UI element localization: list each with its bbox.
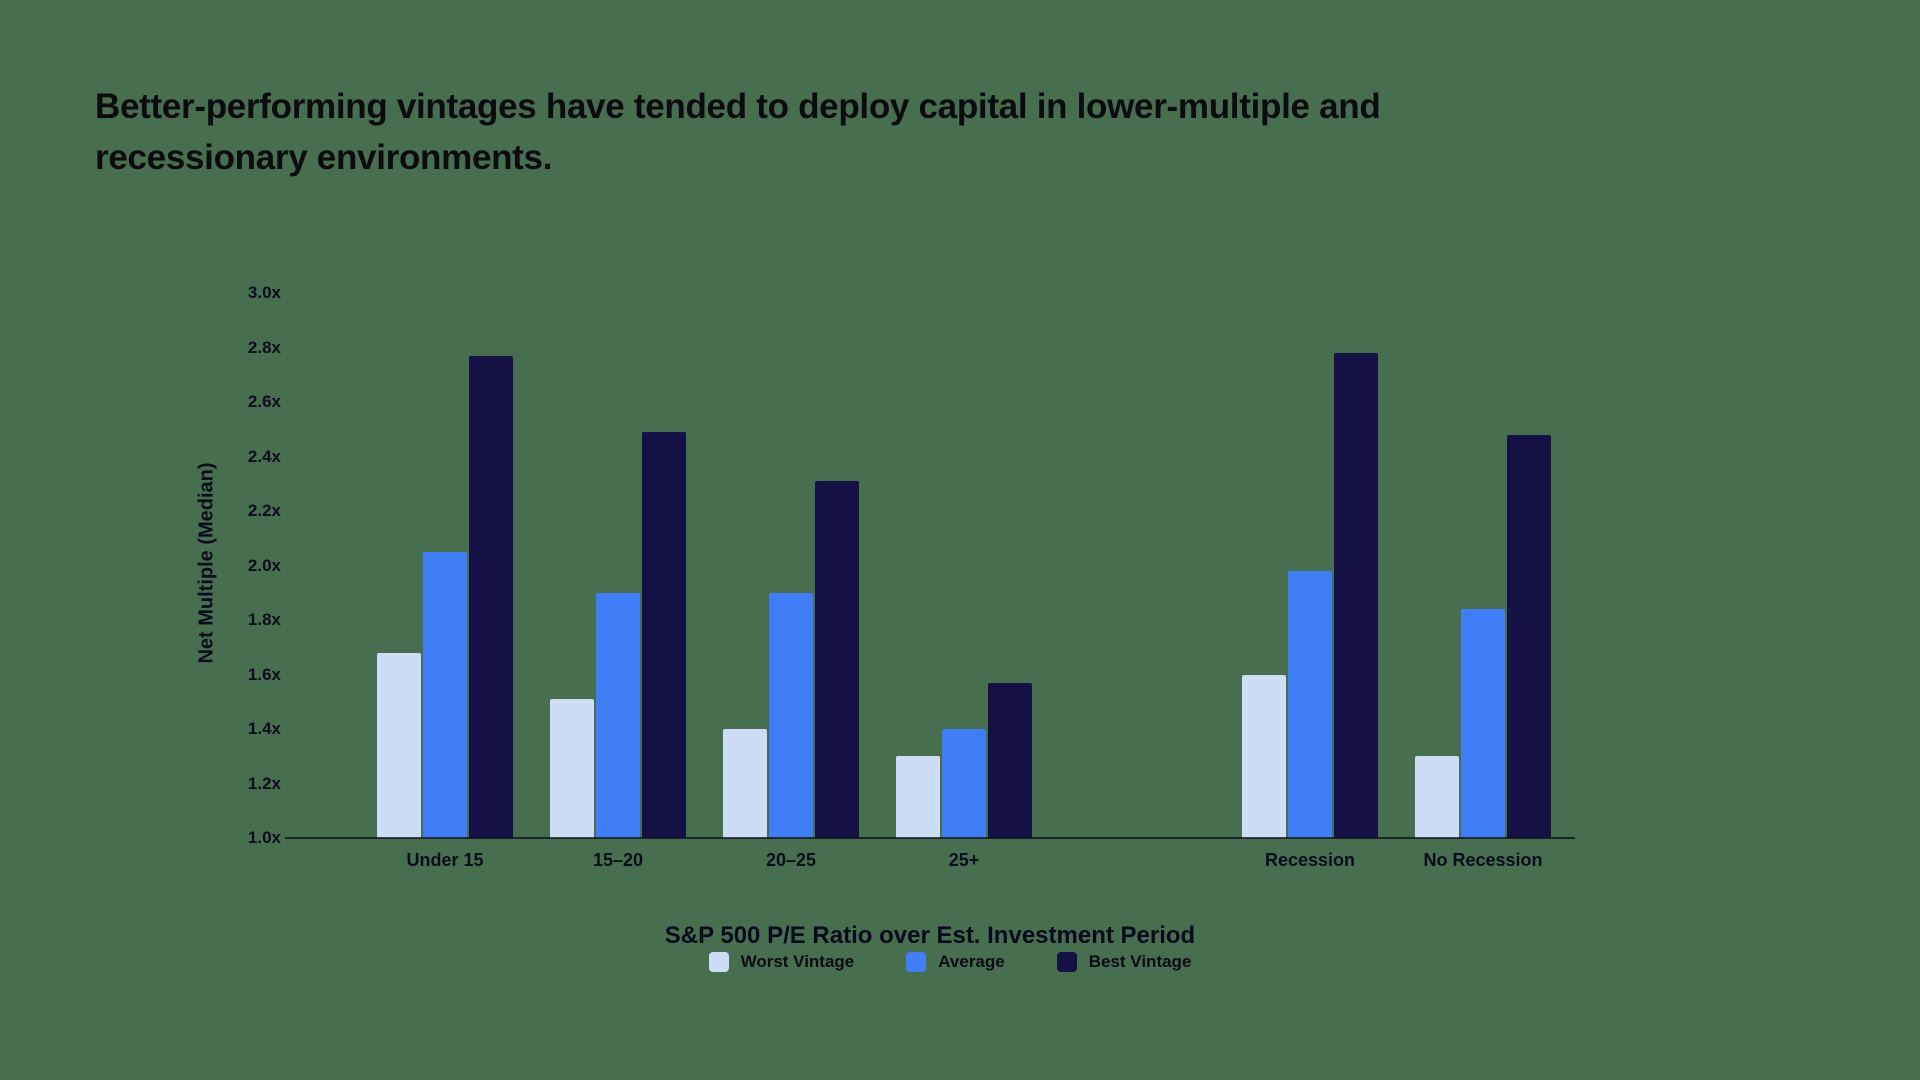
y-tick-2.8x: 2.8x: [247, 337, 281, 357]
bar-average-under-15: [423, 551, 467, 838]
category-label-no-recession: No Recession: [1423, 850, 1543, 870]
y-tick-1.8x: 1.8x: [247, 610, 281, 629]
bar-best-vintage-15-20: [642, 431, 686, 838]
bar-worst-vintage-25: [896, 756, 940, 838]
bar-worst-vintage-no-recession: [1415, 756, 1459, 838]
bar-best-vintage-20-25: [815, 481, 859, 838]
bar-best-vintage-recession: [1334, 352, 1378, 838]
legend-swatch-icon: [906, 952, 927, 972]
y-tick-2.4x: 2.4x: [247, 446, 281, 466]
bar-average-recession: [1288, 570, 1332, 838]
category-label-under-15: Under 15: [406, 850, 484, 870]
legend-item-best-vintage: Best Vintage: [1056, 952, 1192, 972]
bar-average-20-25: [769, 592, 813, 838]
bar-worst-vintage-under-15: [377, 652, 421, 838]
bar-best-vintage-25: [988, 682, 1032, 838]
x-axis-title: S&P 500 P/E Ratio over Est. Investment P…: [664, 922, 1196, 949]
y-tick-2.2x: 2.2x: [247, 501, 281, 520]
y-tick-3.0x: 3.0x: [247, 283, 281, 302]
legend-label: Worst Vintage: [740, 952, 855, 971]
y-tick-1.4x: 1.4x: [247, 719, 281, 738]
bar-worst-vintage-recession: [1242, 674, 1286, 838]
y-tick-1.6x: 1.6x: [247, 664, 281, 684]
bar-worst-vintage-15-20: [550, 699, 594, 838]
x-axis-baseline: [285, 837, 1575, 839]
bar-best-vintage-under-15: [469, 355, 513, 838]
y-tick-1.2x: 1.2x: [247, 773, 281, 793]
bar-average-25: [942, 729, 986, 838]
bar-worst-vintage-20-25: [723, 729, 767, 838]
chart-legend: Worst Vintage Average Best Vintage: [285, 952, 1615, 972]
bar-average-no-recession: [1461, 609, 1505, 838]
legend-item-worst-vintage: Worst Vintage: [708, 952, 855, 972]
legend-swatch-icon: [708, 952, 729, 972]
y-tick-2.0x: 2.0x: [247, 555, 281, 575]
legend-item-average: Average: [906, 952, 1005, 972]
category-label-20-25: 20–25: [765, 850, 817, 870]
category-label-recession: Recession: [1264, 850, 1356, 870]
y-tick-2.6x: 2.6x: [247, 392, 281, 411]
y-tick-1.0x: 1.0x: [247, 828, 281, 847]
category-label-25: 25+: [948, 850, 980, 870]
legend-label: Average: [938, 952, 1005, 971]
bar-average-15-20: [596, 592, 640, 838]
page-title: Better-performing vintages have tended t…: [95, 87, 1381, 177]
category-label-15-20: 15–20: [592, 850, 644, 870]
legend-swatch-icon: [1056, 952, 1077, 972]
bar-best-vintage-no-recession: [1507, 434, 1551, 838]
legend-label: Best Vintage: [1088, 952, 1192, 971]
